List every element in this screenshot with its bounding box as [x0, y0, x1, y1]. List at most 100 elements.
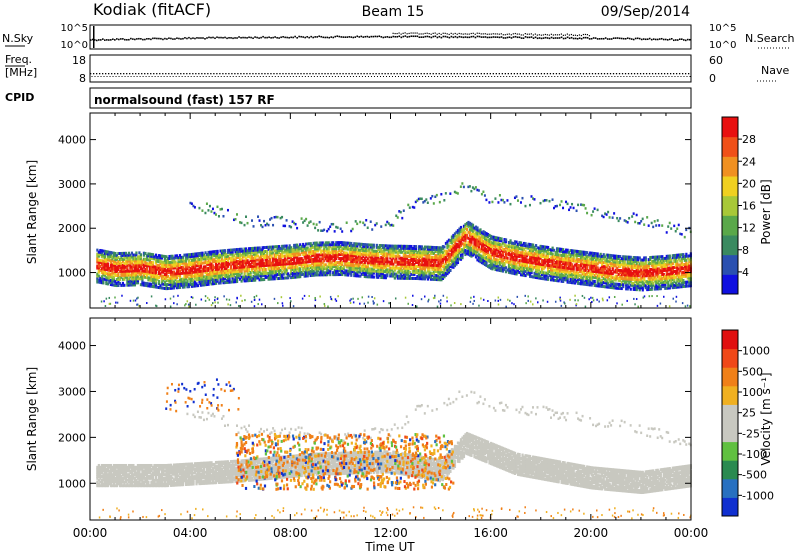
power-cell — [157, 282, 161, 286]
power-cell — [210, 252, 213, 256]
power-cell — [380, 264, 383, 268]
power-cell — [335, 267, 338, 271]
power-cell — [329, 251, 332, 255]
power-cell — [196, 272, 200, 276]
power-cell — [208, 280, 212, 284]
power-cell — [432, 245, 436, 249]
power-cell — [464, 241, 467, 245]
power-cell — [335, 269, 338, 273]
power-cell — [312, 265, 315, 269]
power-cell — [266, 259, 269, 263]
power-cell — [318, 245, 321, 249]
power-cell — [279, 254, 282, 258]
nave-point — [298, 76, 300, 77]
nsky-point — [266, 36, 268, 39]
power-cell — [329, 269, 332, 273]
freq-point — [231, 73, 233, 75]
power-cell — [404, 262, 407, 266]
power-cell — [432, 247, 436, 251]
power-cell — [305, 266, 308, 270]
power-cell-upper — [426, 201, 429, 205]
power-cell — [422, 265, 425, 269]
power-cell — [384, 276, 387, 280]
power-cell — [320, 273, 323, 277]
freq-point — [261, 73, 263, 75]
nsky-point — [582, 36, 585, 39]
power-cell — [386, 244, 389, 248]
power-cell — [204, 255, 207, 259]
power-cell — [462, 238, 466, 242]
power-cell — [222, 281, 225, 285]
power-cell — [302, 244, 305, 248]
power-cell — [181, 259, 185, 263]
power-cell — [111, 259, 114, 263]
power-cell — [348, 251, 351, 255]
power-cell — [396, 244, 399, 248]
power-cell — [159, 266, 162, 270]
power-cell — [359, 250, 362, 254]
power-cell — [410, 246, 413, 250]
power-cell — [183, 285, 186, 289]
power-cell — [202, 269, 206, 273]
power-cell — [474, 241, 478, 245]
power-cell — [462, 232, 466, 236]
power-cell — [199, 261, 203, 265]
power-cell-upper — [459, 185, 462, 188]
power-cell-upper — [198, 206, 201, 210]
power-cell — [441, 272, 445, 276]
nave-point — [569, 76, 571, 77]
nave-point — [373, 76, 375, 77]
power-cell — [365, 255, 368, 259]
power-cell — [135, 265, 138, 269]
power-cell — [378, 261, 381, 265]
power-cell — [211, 282, 215, 286]
power-cell — [398, 244, 401, 248]
power-cell — [190, 264, 194, 268]
power-cell — [389, 260, 392, 264]
nsky-point — [538, 37, 541, 39]
power-cell — [363, 261, 366, 265]
freq-point — [123, 73, 125, 75]
power-cell — [474, 235, 478, 239]
power-cell — [219, 271, 222, 275]
freq-point — [393, 73, 395, 75]
power-cell — [111, 265, 114, 269]
power-cell — [229, 250, 233, 254]
nsky-point — [246, 37, 248, 39]
power-cell — [214, 259, 218, 263]
power-cell — [106, 276, 109, 280]
power-cell — [269, 261, 272, 265]
power-cell — [270, 251, 273, 255]
power-cell — [375, 275, 378, 279]
power-cell — [243, 253, 246, 257]
power-cell — [216, 271, 219, 275]
power-cell — [356, 258, 359, 262]
nsky-point — [242, 36, 244, 39]
nsky-point — [196, 37, 198, 39]
power-cell — [261, 268, 264, 272]
power-cell — [309, 252, 312, 256]
power-cell — [359, 270, 362, 274]
power-cell — [261, 254, 264, 258]
nsky-point — [274, 36, 276, 38]
nave-point — [545, 76, 547, 77]
power-cell — [251, 278, 254, 282]
nsky-point — [300, 35, 302, 38]
nsky-point — [370, 35, 373, 38]
freq-point — [519, 73, 522, 75]
power-cell — [429, 275, 433, 279]
power-cell — [359, 242, 362, 246]
power-cell — [405, 254, 408, 258]
power-cell — [309, 272, 312, 276]
power-cell — [455, 234, 458, 238]
power-cell — [300, 247, 303, 251]
power-cell — [269, 269, 272, 273]
nsky-point — [644, 38, 647, 41]
power-cell — [96, 252, 99, 256]
power-cell — [429, 263, 433, 267]
power-cell — [311, 257, 314, 261]
power-cell — [169, 276, 173, 280]
power-cell — [192, 282, 195, 286]
power-cell — [444, 255, 448, 259]
nsearch-point — [416, 32, 418, 34]
